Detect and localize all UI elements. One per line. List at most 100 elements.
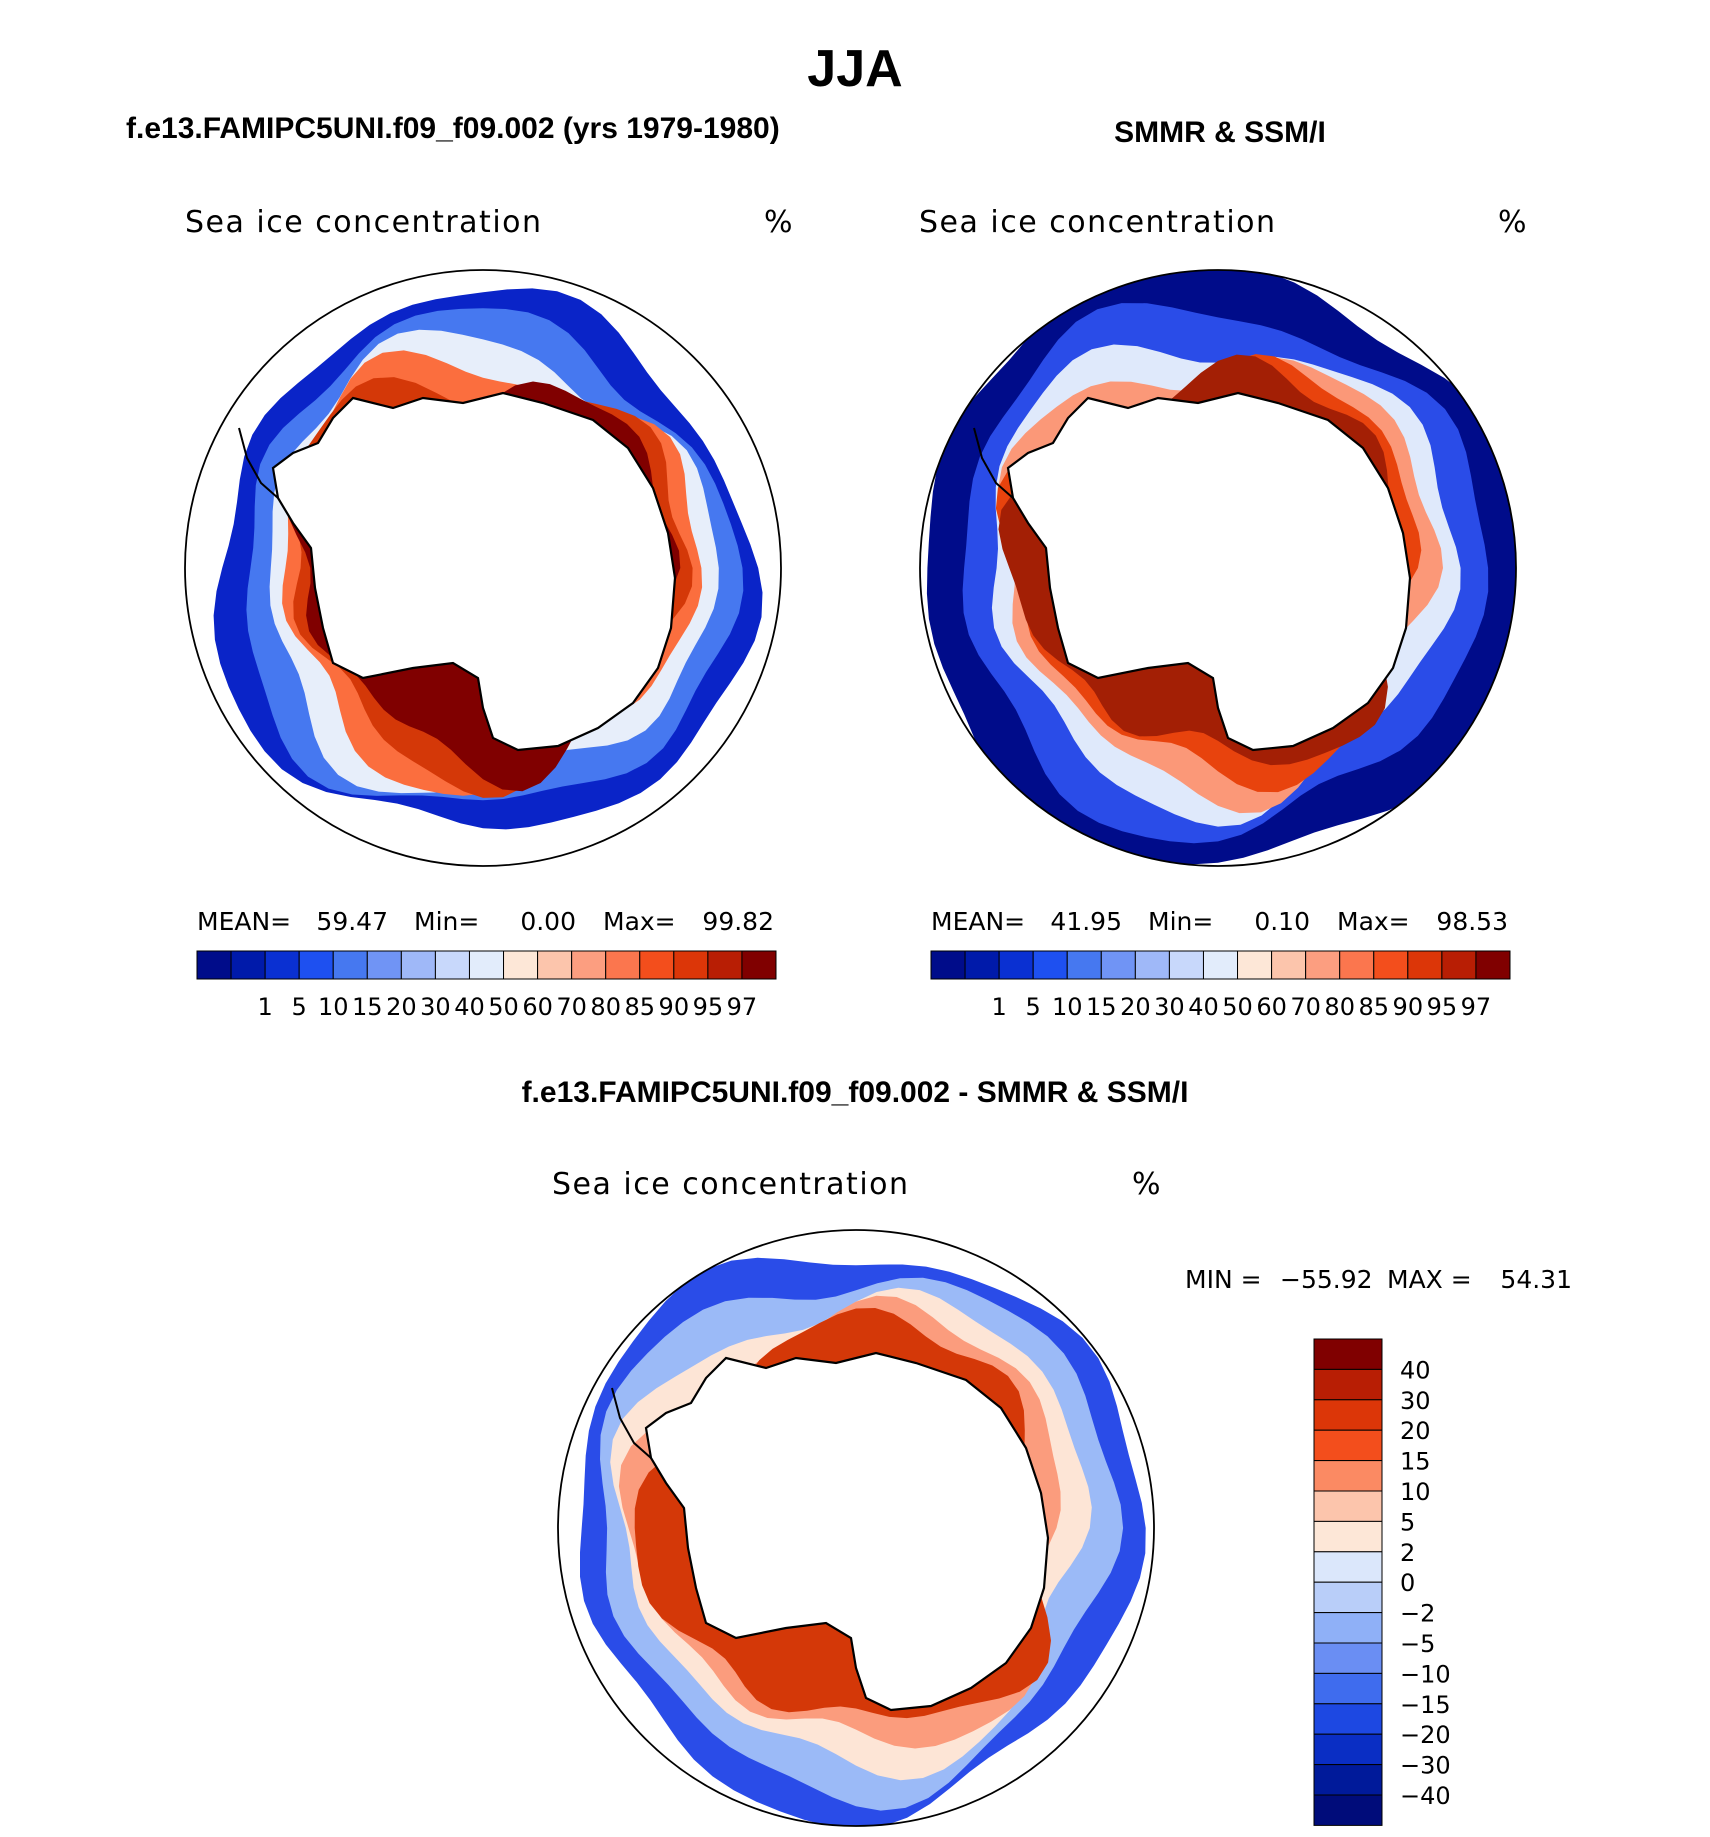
colorbar-swatch [1313, 1794, 1383, 1826]
panel-obs-variable: Sea ice concentration [919, 205, 1277, 240]
colorbar-swatch [1305, 950, 1341, 980]
colorbar-tick-label: 10 [1400, 1478, 1431, 1506]
min-label: Min= [1148, 907, 1213, 936]
colorbar-swatch [964, 950, 1000, 980]
colorbar-swatch [1100, 950, 1136, 980]
min-value: −55.92 [1280, 1265, 1373, 1294]
colorbar-swatch [1313, 1642, 1383, 1674]
colorbar-swatch [1313, 1490, 1383, 1522]
colorbar-tick-label: 40 [1400, 1356, 1431, 1384]
colorbar-tick-label: 97 [727, 993, 758, 1021]
antarctica-coastline [1006, 391, 1412, 752]
colorbar-swatch [639, 950, 675, 980]
antarctica-peninsula [611, 1387, 652, 1459]
colorbar-swatch [298, 950, 334, 980]
colorbar-tick-label: 10 [1052, 993, 1083, 1021]
colorbar-tick-label: 20 [1120, 993, 1151, 1021]
min-label: MIN = [1185, 1265, 1262, 1294]
panel-obs-stats: MEAN= 41.95 Min= 0.10 Max= 98.53 [931, 907, 1508, 936]
panel-model-colorbar: 1 5 10 15 20 30 40 50 60 70 80 85 90 95 97 [196, 950, 777, 1021]
colorbar-tick-label: −40 [1400, 1782, 1451, 1810]
colorbar-swatch [1202, 950, 1239, 980]
colorbar-tick-label: 60 [522, 993, 553, 1021]
colorbar-tick-label: 30 [1400, 1387, 1431, 1415]
panel-diff-stats: MIN = −55.92 MAX = 54.31 [1185, 1265, 1572, 1294]
colorbar-tick-label: 5 [1400, 1508, 1415, 1536]
colorbar-tick-label: 60 [1256, 993, 1287, 1021]
colorbar-swatch [264, 950, 300, 980]
colorbar-swatch [1313, 1581, 1383, 1614]
colorbar-swatch [605, 950, 641, 980]
colorbar-swatch [707, 950, 743, 980]
antarctica-peninsula [238, 427, 279, 499]
colorbar-swatch [1339, 950, 1375, 980]
colorbar-tick-label: 90 [1393, 993, 1424, 1021]
panel-model-frame [184, 269, 782, 867]
colorbar-swatch [1313, 1429, 1383, 1462]
colorbar-swatch [1032, 950, 1068, 980]
max-value: 99.82 [702, 907, 774, 936]
panel-model-map [213, 288, 763, 830]
max-label: Max= [1337, 907, 1410, 936]
figure-title: JJA [807, 40, 902, 98]
colorbar-tick-label: 85 [624, 993, 655, 1021]
colorbar-swatch [1313, 1399, 1383, 1431]
panel-model: f.e13.FAMIPC5UNI.f09_f09.002 (yrs 1979-1… [126, 112, 793, 1021]
min-value: 0.00 [520, 907, 576, 936]
colorbar-tick-label: 85 [1358, 993, 1389, 1021]
max-value: 98.53 [1436, 907, 1508, 936]
colorbar-tick-label: 15 [1086, 993, 1117, 1021]
mean-value: 41.95 [1050, 907, 1122, 936]
panel-diff-frame [557, 1229, 1155, 1827]
colorbar-tick-label: 30 [1154, 993, 1185, 1021]
panel-diff: f.e13.FAMIPC5UNI.f09_f09.002 - SMMR & SS… [522, 1076, 1572, 1827]
colorbar-tick-label: 97 [1461, 993, 1492, 1021]
colorbar-swatch [230, 950, 266, 980]
colorbar-swatch [537, 950, 573, 980]
min-label: Min= [414, 907, 479, 936]
colorbar-tick-label: 10 [318, 993, 349, 1021]
colorbar-swatch [1313, 1703, 1383, 1735]
colorbar-tick-label: 70 [1290, 993, 1321, 1021]
panel-diff-units: % [1132, 1167, 1161, 1202]
colorbar-tick-label: 50 [488, 993, 519, 1021]
colorbar-swatch [571, 950, 607, 980]
colorbar-tick-label: 2 [1400, 1539, 1415, 1567]
colorbar-tick-label: 0 [1400, 1569, 1415, 1597]
panel-obs-frame [919, 269, 1517, 867]
colorbar-swatch [1313, 1551, 1383, 1583]
colorbar-swatch [1313, 1338, 1383, 1370]
colorbar-tick-label: 15 [1400, 1448, 1431, 1476]
colorbar-swatch [332, 950, 368, 980]
colorbar-swatch [1134, 950, 1170, 980]
mean-label: MEAN= [197, 907, 291, 936]
colorbar-tick-label: 1 [991, 993, 1006, 1021]
colorbar-swatch [1313, 1733, 1383, 1766]
max-label: MAX = [1387, 1265, 1472, 1294]
antarctica-peninsula [973, 427, 1014, 499]
colorbar-swatch [400, 950, 436, 980]
colorbar-swatch [1407, 950, 1443, 980]
colorbar-swatch [1313, 1612, 1383, 1644]
min-value: 0.10 [1254, 907, 1310, 936]
colorbar-tick-label: −20 [1400, 1721, 1451, 1749]
colorbar-tick-label: 70 [556, 993, 587, 1021]
colorbar-swatch [1441, 950, 1477, 980]
colorbar-tick-label: 20 [386, 993, 417, 1021]
colorbar-swatch [366, 950, 402, 980]
colorbar-tick-label: −15 [1400, 1691, 1451, 1719]
panel-model-title: f.e13.FAMIPC5UNI.f09_f09.002 (yrs 1979-1… [126, 112, 780, 145]
panel-model-units: % [764, 205, 793, 240]
colorbar-swatch [434, 950, 470, 980]
colorbar-swatch [1313, 1672, 1383, 1705]
antarctica-coastline [644, 1351, 1050, 1712]
colorbar-swatch [998, 950, 1034, 980]
colorbar-swatch [1271, 950, 1307, 980]
colorbar-tick-label: 1 [257, 993, 272, 1021]
max-value: 54.31 [1500, 1265, 1572, 1294]
colorbar-swatch [673, 950, 709, 980]
colorbar-tick-label: 80 [1324, 993, 1355, 1021]
colorbar-tick-label: 50 [1222, 993, 1253, 1021]
